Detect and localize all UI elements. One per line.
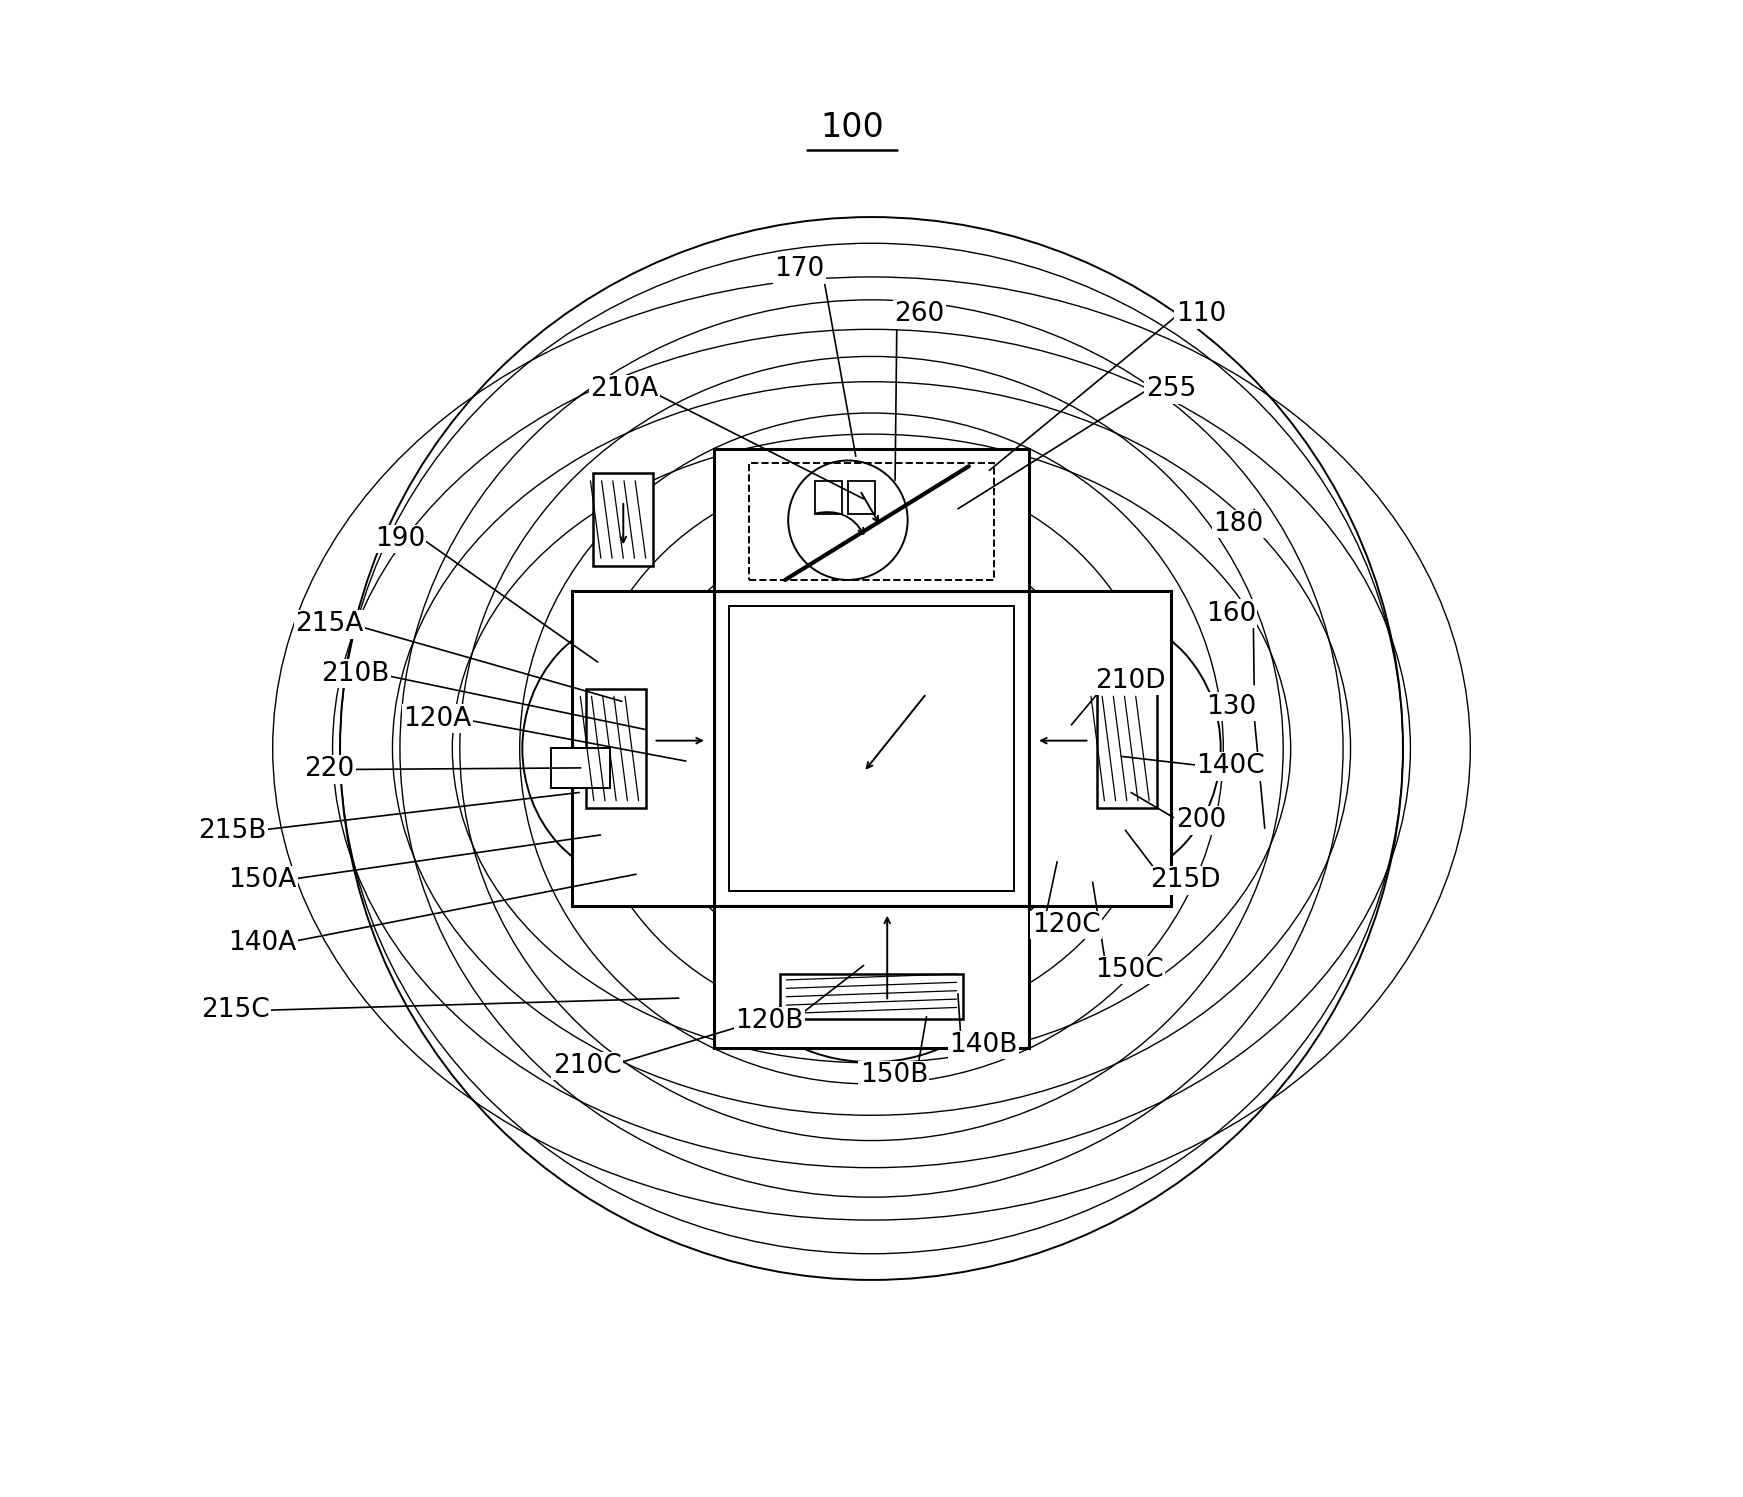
Text: 200: 200 [1177,807,1225,834]
Text: 215C: 215C [200,997,270,1024]
Bar [781,975,962,1019]
Bar [749,464,994,579]
Bar [593,473,654,566]
Text: 215D: 215D [1150,867,1222,894]
Bar [586,689,647,808]
Bar [1028,591,1171,906]
Text: 150B: 150B [859,1061,927,1088]
Text: 100: 100 [821,111,884,144]
Text: 220: 220 [305,756,356,783]
Text: 150A: 150A [228,867,296,894]
Text: 260: 260 [894,301,945,328]
Bar [551,748,610,787]
Bar [729,606,1014,891]
Text: 150C: 150C [1095,957,1163,984]
Bar [715,906,1028,1048]
Bar [847,482,875,515]
Text: 215A: 215A [296,611,364,638]
Text: 120A: 120A [403,705,472,732]
Text: 120B: 120B [736,1007,804,1034]
Text: 210C: 210C [553,1052,622,1079]
Text: 120C: 120C [1032,912,1100,939]
Text: 110: 110 [1177,301,1225,328]
Text: 170: 170 [774,256,824,283]
Text: 210A: 210A [591,376,659,403]
Text: 160: 160 [1206,600,1257,627]
Bar [572,591,715,906]
Text: 210D: 210D [1095,668,1166,695]
Text: 255: 255 [1145,376,1196,403]
Text: 180: 180 [1213,510,1264,537]
Bar [816,482,842,515]
Bar [715,449,1028,591]
Text: 140B: 140B [950,1031,1018,1058]
Bar [1096,689,1157,808]
Text: 140A: 140A [228,930,296,957]
Text: 130: 130 [1206,693,1257,720]
Text: 140C: 140C [1196,753,1265,780]
Bar [715,591,1028,906]
Text: 215B: 215B [199,817,267,844]
Text: 190: 190 [375,525,425,552]
Text: 210B: 210B [321,660,389,687]
